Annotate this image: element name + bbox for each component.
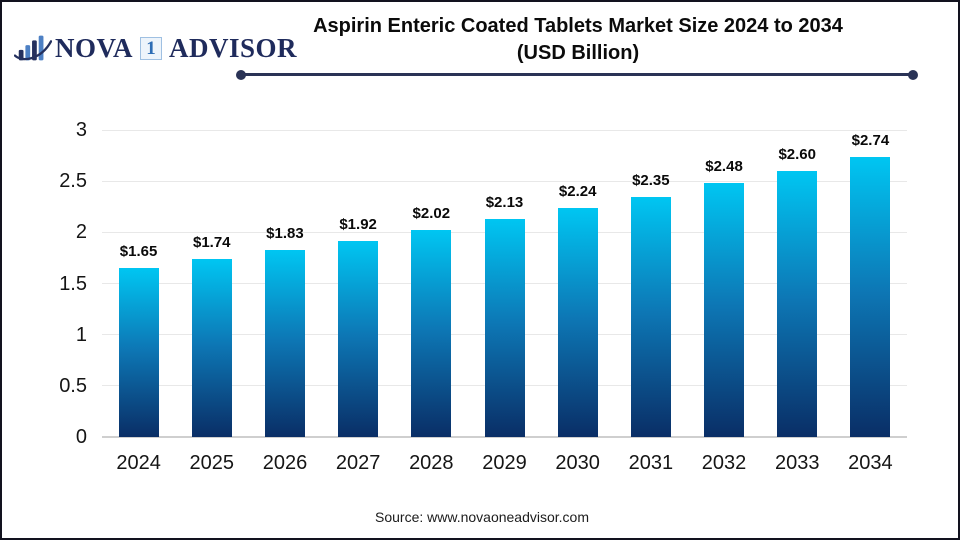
bar-value-label: $2.35 xyxy=(632,171,670,189)
x-tick-label: 2025 xyxy=(189,452,235,474)
bar-2025 xyxy=(191,258,232,437)
chart-title-line2: (USD Billion) xyxy=(516,42,640,64)
bar-2030 xyxy=(557,207,598,437)
bar-value-label: $2.74 xyxy=(851,131,890,149)
bar-2026 xyxy=(264,249,305,437)
bar-2024 xyxy=(118,268,159,437)
x-tick-label: 2030 xyxy=(555,452,600,474)
bar-value-label: $2.02 xyxy=(412,205,451,223)
bar-value-label: $1.83 xyxy=(266,224,304,242)
underline-dot-left xyxy=(236,69,246,80)
logo-bar-chart-icon xyxy=(14,35,52,61)
bar-value-label: $1.65 xyxy=(119,243,158,261)
chart-title-line1: Aspirin Enteric Coated Tablets Market Si… xyxy=(313,15,843,37)
bar-2029 xyxy=(484,219,525,437)
x-tick-label: 2033 xyxy=(774,452,820,474)
y-tick-label: 2.5 xyxy=(59,170,87,193)
bar-value-label: $2.24 xyxy=(558,182,597,200)
x-tick-label: 2029 xyxy=(482,452,527,474)
logo-text-nova: NOVA xyxy=(55,32,134,63)
bar-2031 xyxy=(630,196,671,437)
x-tick-label: 2026 xyxy=(262,452,308,474)
x-tick-label: 2032 xyxy=(701,452,747,474)
y-tick-label: 1 xyxy=(75,323,87,346)
bar-2028 xyxy=(411,230,452,437)
y-tick-label: 2 xyxy=(75,221,87,244)
y-tick-label: 0.5 xyxy=(59,374,87,397)
bar-value-label: $1.92 xyxy=(339,215,377,233)
chart-title: Aspirin Enteric Coated Tablets Market Si… xyxy=(240,13,916,67)
x-tick-label: 2034 xyxy=(848,452,893,474)
logo-text-advisor: ADVISOR xyxy=(169,32,298,63)
bar-2033 xyxy=(777,170,818,437)
title-underline xyxy=(236,69,918,80)
x-tick-label: 2024 xyxy=(116,452,161,474)
bar-value-label: $1.74 xyxy=(192,233,231,251)
x-axis-line xyxy=(102,436,907,438)
bar-2034 xyxy=(850,156,891,437)
x-tick-label: 2031 xyxy=(628,452,674,474)
bar-value-label: $2.60 xyxy=(778,145,816,163)
y-tick-label: 1.5 xyxy=(59,272,87,295)
x-tick-label: 2027 xyxy=(335,452,381,474)
underline-dot-right xyxy=(908,69,918,80)
bar-2032 xyxy=(704,183,745,437)
x-tick-label: 2028 xyxy=(409,452,454,474)
gridline xyxy=(102,129,907,131)
y-tick-label: 0 xyxy=(75,426,87,448)
bar-value-label: $2.13 xyxy=(485,194,524,212)
bar-value-label: $2.48 xyxy=(705,158,743,176)
gridline xyxy=(102,180,907,182)
y-tick-label: 3 xyxy=(75,119,87,141)
logo-text-one: 1 xyxy=(140,36,163,60)
source-text: Source: www.novaoneadvisor.com xyxy=(375,509,589,525)
brand-logo: NOVA 1 ADVISOR xyxy=(14,31,297,65)
bar-2027 xyxy=(338,240,379,437)
